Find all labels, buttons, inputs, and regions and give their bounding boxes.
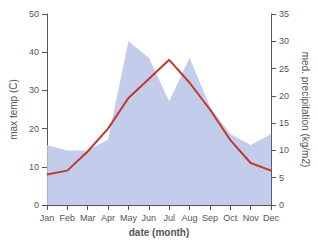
svg-text:20: 20 [279,91,289,101]
svg-text:0: 0 [34,200,39,210]
svg-text:10: 10 [29,162,39,172]
svg-text:20: 20 [29,124,39,134]
svg-text:Mar: Mar [80,213,96,223]
svg-text:25: 25 [279,64,289,74]
svg-text:Jun: Jun [142,213,157,223]
svg-text:Aug: Aug [182,213,198,223]
svg-text:30: 30 [29,85,39,95]
svg-text:5: 5 [279,173,284,183]
svg-text:35: 35 [279,9,289,19]
svg-text:Feb: Feb [60,213,76,223]
svg-text:15: 15 [279,118,289,128]
svg-text:date (month): date (month) [129,227,190,238]
svg-text:Apr: Apr [101,213,115,223]
svg-text:50: 50 [29,9,39,19]
svg-text:Jan: Jan [40,213,55,223]
svg-text:max temp (C): max temp (C) [8,79,19,140]
svg-text:May: May [120,213,138,223]
svg-text:Jul: Jul [163,213,175,223]
svg-text:med. precipitation (kg/m2): med. precipitation (kg/m2) [300,52,311,168]
svg-text:Oct: Oct [223,213,238,223]
svg-text:10: 10 [279,145,289,155]
svg-text:0: 0 [279,200,284,210]
svg-text:30: 30 [279,36,289,46]
svg-text:Nov: Nov [243,213,260,223]
svg-text:Dec: Dec [263,213,280,223]
svg-text:40: 40 [29,47,39,57]
svg-text:Sep: Sep [202,213,218,223]
